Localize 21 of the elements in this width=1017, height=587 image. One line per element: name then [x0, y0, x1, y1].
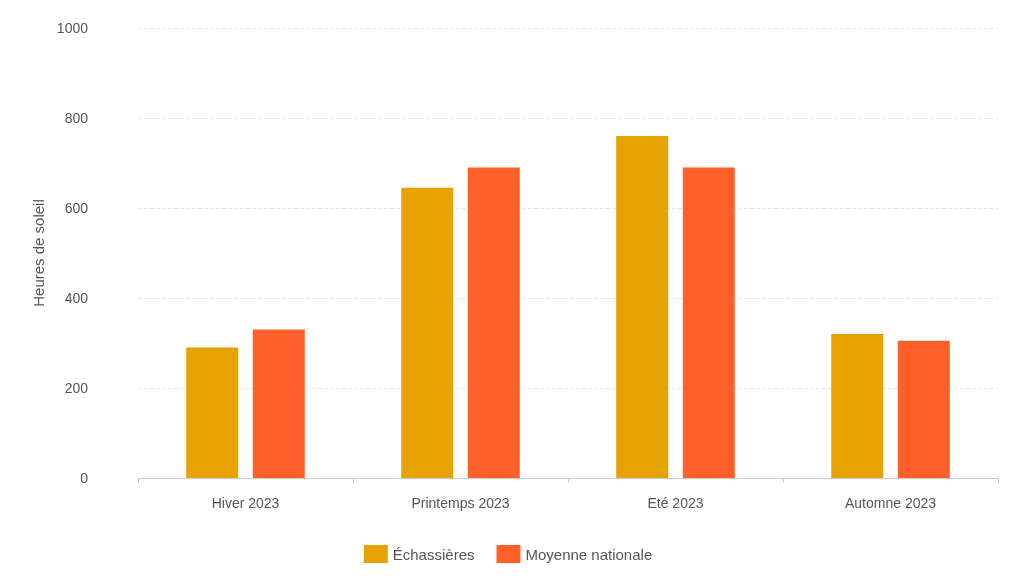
legend-label: Échassières [392, 545, 475, 563]
y-tick-label: 400 [64, 290, 89, 306]
bar [467, 167, 520, 478]
bar [831, 334, 884, 478]
bar [616, 136, 669, 478]
legend-label: Moyenne nationale [525, 545, 653, 563]
y-tick-label: 0 [80, 470, 89, 486]
x-tick-label: Automne 2023 [844, 495, 937, 511]
y-tick-label: 200 [64, 380, 89, 396]
x-tick-label: Hiver 2023 [211, 495, 280, 511]
y-tick-label: 1000 [56, 20, 89, 36]
bar [252, 329, 305, 478]
x-tick-label: Printemps 2023 [411, 495, 510, 511]
bar [682, 167, 735, 478]
x-tick-label: Eté 2023 [647, 495, 704, 511]
y-tick-label: 800 [64, 110, 89, 126]
bar [401, 187, 454, 478]
y-axis-title: Heures de soleil [29, 199, 47, 307]
bar [897, 340, 950, 478]
y-tick-label: 600 [64, 200, 89, 216]
bar [186, 347, 239, 478]
